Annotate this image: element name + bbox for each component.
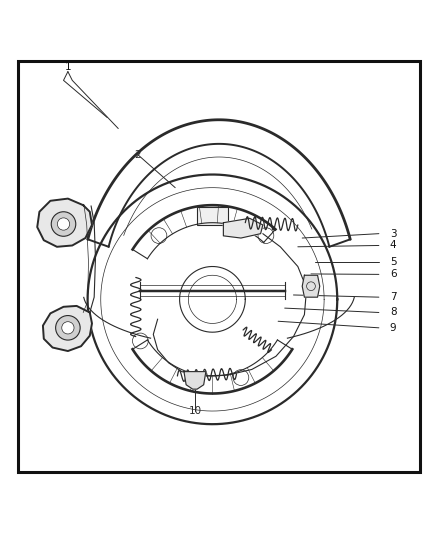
Circle shape (56, 316, 80, 340)
Polygon shape (302, 275, 320, 297)
Bar (197, 207, 228, 225)
Text: 10: 10 (188, 406, 201, 416)
Circle shape (57, 218, 70, 230)
Text: 1: 1 (64, 62, 71, 72)
Text: 4: 4 (390, 240, 396, 251)
Text: 7: 7 (390, 292, 396, 302)
Text: 9: 9 (390, 323, 396, 333)
Text: 8: 8 (390, 308, 396, 318)
Text: 3: 3 (390, 229, 396, 239)
Text: 2: 2 (134, 150, 141, 160)
Polygon shape (223, 219, 263, 238)
Circle shape (51, 212, 76, 236)
Text: 5: 5 (390, 257, 396, 267)
Polygon shape (184, 372, 206, 389)
Circle shape (62, 322, 74, 334)
Polygon shape (37, 199, 92, 247)
Text: 6: 6 (390, 269, 396, 279)
Polygon shape (43, 306, 92, 351)
